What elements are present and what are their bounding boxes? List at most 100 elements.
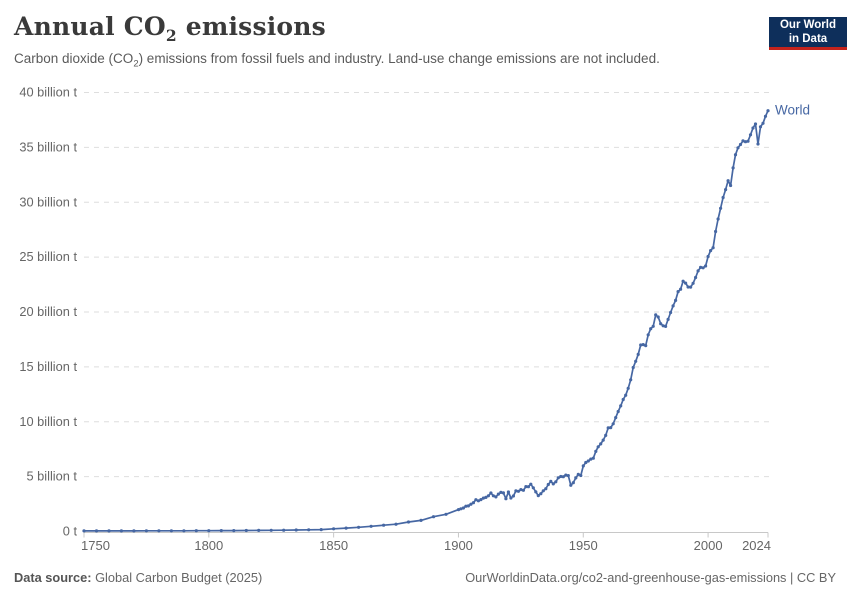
series-point xyxy=(641,343,645,347)
series-point xyxy=(564,473,568,477)
series-point xyxy=(269,528,273,532)
series-point xyxy=(701,266,705,270)
series-point xyxy=(766,109,770,113)
series-point xyxy=(606,426,610,430)
series-point xyxy=(691,281,695,285)
series-point xyxy=(157,529,161,533)
series-point xyxy=(509,496,513,500)
series-point xyxy=(666,317,670,321)
series-point xyxy=(459,507,463,511)
owid-logo-line1: Our World xyxy=(779,19,836,31)
series-point xyxy=(631,365,635,370)
series-point xyxy=(541,489,545,493)
series-point xyxy=(486,494,490,498)
citation-link[interactable]: OurWorldinData.org/co2-and-greenhouse-ga… xyxy=(465,570,836,585)
x-axis-tick-label: 1950 xyxy=(569,538,598,553)
series-point xyxy=(282,528,286,532)
series-point xyxy=(614,416,618,420)
series-point xyxy=(551,482,555,486)
series-point xyxy=(526,485,531,489)
series-point xyxy=(207,529,211,533)
x-axis-tick-label: 2000 xyxy=(694,538,723,553)
series-line-world[interactable] xyxy=(83,109,769,532)
series-point xyxy=(626,386,630,390)
page-title: Annual CO2 emissions xyxy=(14,12,326,45)
series-point xyxy=(194,529,198,533)
series-point xyxy=(536,494,540,498)
series-point xyxy=(621,397,625,402)
series-point xyxy=(609,426,613,430)
series-point xyxy=(484,495,488,499)
series-point xyxy=(344,526,348,530)
series-point xyxy=(761,121,765,125)
series-point xyxy=(576,472,580,476)
series-point xyxy=(629,378,633,382)
y-axis-tick-label: 10 billion t xyxy=(19,414,77,429)
series-label-world[interactable]: World xyxy=(775,103,810,118)
series-point xyxy=(696,269,700,273)
series-point xyxy=(611,422,615,426)
series-point xyxy=(471,501,475,505)
data-source-label: Data source: xyxy=(14,570,92,585)
series-point xyxy=(619,404,623,408)
series-point xyxy=(319,528,323,532)
series-point xyxy=(394,522,398,526)
y-axis-tick-label: 25 billion t xyxy=(19,249,77,264)
series-point xyxy=(599,442,603,446)
series-point xyxy=(524,485,528,489)
series-point xyxy=(514,489,518,493)
series-point xyxy=(539,492,543,496)
series-point xyxy=(709,249,713,253)
series-point xyxy=(686,285,690,289)
series-point xyxy=(531,486,535,490)
y-axis-tick-label: 15 billion t xyxy=(19,359,77,374)
series-point xyxy=(496,492,500,496)
series-point xyxy=(107,529,111,533)
series-point xyxy=(634,359,638,363)
series-point xyxy=(546,482,550,487)
series-point xyxy=(584,460,588,465)
series-point xyxy=(711,246,715,250)
series-point xyxy=(132,529,136,533)
series-point xyxy=(594,449,598,453)
series-point xyxy=(294,528,298,532)
series-point xyxy=(504,497,508,501)
series-point xyxy=(579,473,583,478)
series-point xyxy=(119,529,123,533)
y-axis-tick-label: 40 billion t xyxy=(19,85,77,100)
series-point xyxy=(521,488,526,492)
series-point xyxy=(494,495,498,499)
series-point xyxy=(559,474,563,479)
series-point xyxy=(169,529,173,533)
data-source-value: Global Carbon Budget (2025) xyxy=(91,570,263,585)
series-point xyxy=(332,527,336,531)
series-point xyxy=(644,344,648,348)
series-point xyxy=(491,494,495,498)
x-axis-tick-label: 2024 xyxy=(742,538,771,553)
series-point xyxy=(431,515,436,519)
series-point xyxy=(731,166,735,170)
series-point xyxy=(466,504,470,508)
x-axis-tick-label: 1750 xyxy=(81,538,110,553)
series-point xyxy=(656,315,660,319)
series-point xyxy=(481,496,485,500)
series-point xyxy=(529,482,533,486)
y-axis-tick-label: 35 billion t xyxy=(19,139,77,154)
series-point xyxy=(646,333,650,337)
y-axis-tick-label: 20 billion t xyxy=(19,304,77,319)
series-point xyxy=(586,459,590,463)
series-point xyxy=(571,481,575,485)
series-point xyxy=(561,475,565,479)
series-point xyxy=(743,140,748,144)
owid-logo[interactable]: Our World in Data xyxy=(769,17,847,50)
series-point xyxy=(554,480,558,484)
series-point xyxy=(444,512,448,516)
series-point xyxy=(479,498,483,502)
series-point xyxy=(721,195,725,200)
series-point xyxy=(569,483,573,487)
series-point xyxy=(674,298,678,302)
series-point xyxy=(746,139,750,143)
series-point xyxy=(591,456,595,460)
series-point xyxy=(664,324,668,328)
